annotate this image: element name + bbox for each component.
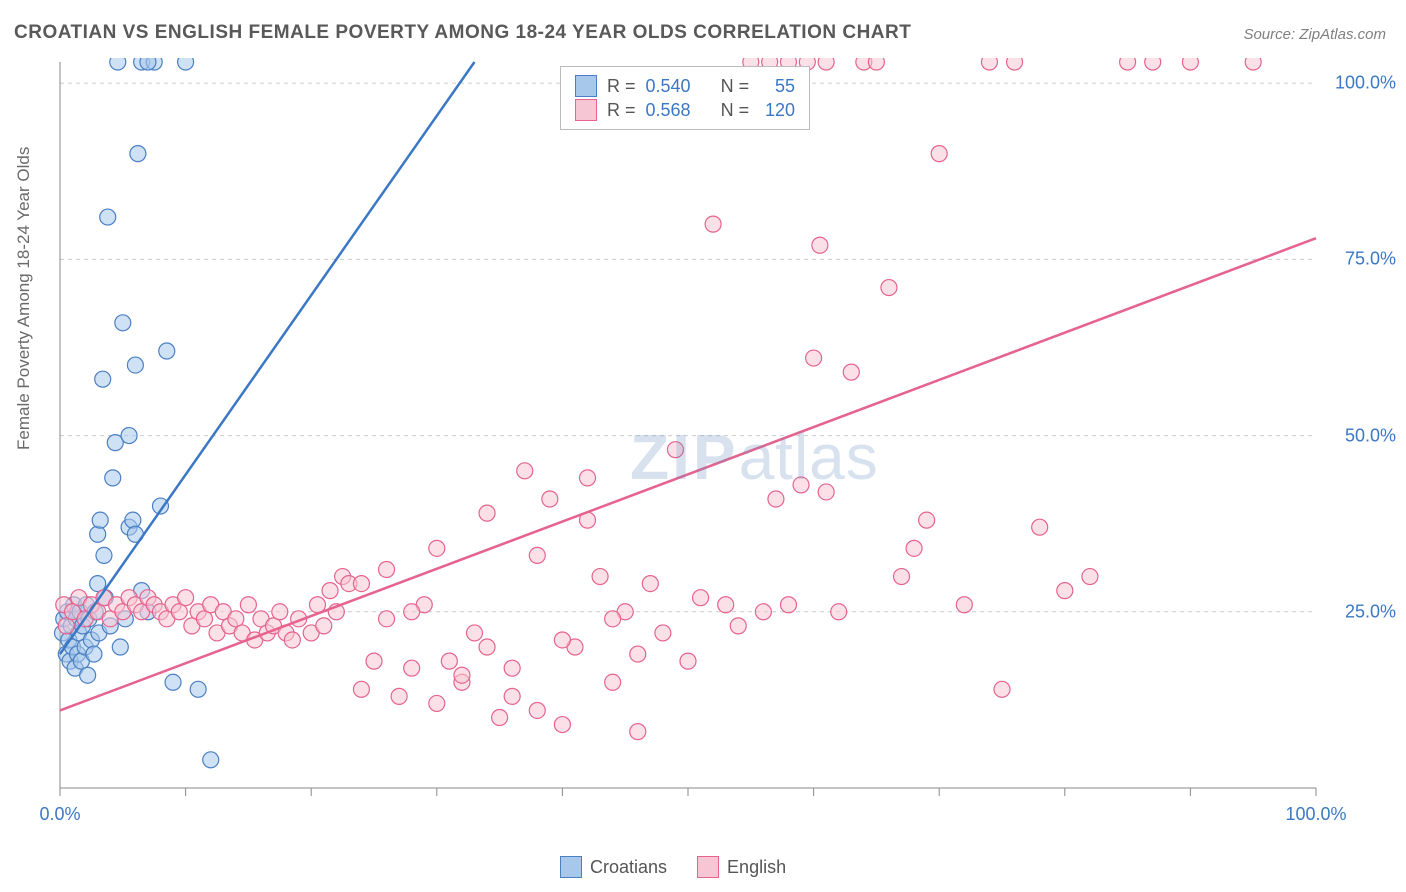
english-swatch	[697, 856, 719, 878]
ytick-label: 75.0%	[1345, 249, 1396, 270]
english-label: English	[727, 857, 786, 878]
r-label: R =	[607, 100, 636, 121]
ytick-label: 25.0%	[1345, 601, 1396, 622]
croatians-label: Croatians	[590, 857, 667, 878]
legend-row-english: R = 0.568 N = 120	[575, 99, 795, 121]
n-label: N =	[721, 76, 750, 97]
chart-svg	[52, 58, 1384, 818]
xtick-label: 0.0%	[39, 804, 80, 825]
r-label: R =	[607, 76, 636, 97]
english-swatch	[575, 99, 597, 121]
n-label: N =	[721, 100, 750, 121]
legend-row-croatians: R = 0.540 N = 55	[575, 75, 795, 97]
source-attribution: Source: ZipAtlas.com	[1243, 26, 1386, 43]
ytick-label: 50.0%	[1345, 425, 1396, 446]
y-axis-label: Female Poverty Among 18-24 Year Olds	[14, 147, 34, 450]
chart-plot-area	[52, 58, 1384, 818]
series-legend: Croatians English	[560, 856, 786, 878]
ytick-label: 100.0%	[1335, 73, 1396, 94]
english-r-value: 0.568	[646, 100, 691, 121]
legend-item-croatians: Croatians	[560, 856, 667, 878]
croatians-swatch	[575, 75, 597, 97]
croatians-n-value: 55	[759, 76, 795, 97]
legend-item-english: English	[697, 856, 786, 878]
croatians-r-value: 0.540	[646, 76, 691, 97]
xtick-label: 100.0%	[1285, 804, 1346, 825]
chart-title: CROATIAN VS ENGLISH FEMALE POVERTY AMONG…	[14, 22, 911, 44]
croatians-swatch	[560, 856, 582, 878]
english-n-value: 120	[759, 100, 795, 121]
correlation-legend: R = 0.540 N = 55 R = 0.568 N = 120	[560, 66, 810, 130]
